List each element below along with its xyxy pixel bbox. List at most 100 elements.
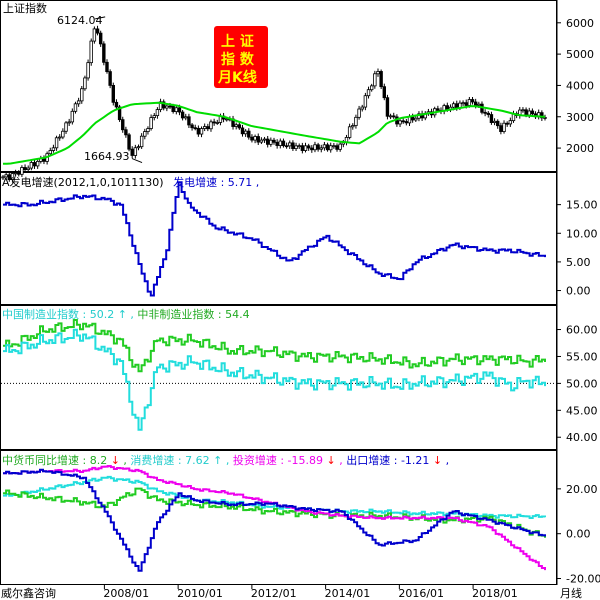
candle-body bbox=[496, 120, 500, 127]
candle-body bbox=[193, 127, 197, 130]
candle-body bbox=[102, 43, 106, 63]
retail-series-name: 消费增速 bbox=[130, 453, 174, 467]
candle-body bbox=[294, 145, 298, 149]
retail-current: 7.62 bbox=[185, 454, 210, 467]
candle-body bbox=[281, 140, 286, 147]
y-tick-label: 40.00 bbox=[566, 431, 598, 444]
y-tick-label: 3000 bbox=[566, 111, 594, 124]
candle-body bbox=[64, 122, 68, 132]
power-header: A发电增速(2012,1,0,1011130) 发电增速 : 5.71 , bbox=[2, 175, 259, 189]
candle-body bbox=[143, 131, 147, 137]
export-comma: , bbox=[446, 454, 450, 467]
macro-header: 中货币同比增速 : 8.2 ↓ , 消费增速 : 7.62 ↑ , 投资增速 :… bbox=[2, 453, 449, 467]
candle-body bbox=[376, 71, 380, 75]
candle-body bbox=[7, 174, 12, 181]
m2-current: 8.2 bbox=[90, 454, 108, 467]
candle-body bbox=[540, 112, 544, 119]
candle-body bbox=[237, 124, 242, 129]
candle-body bbox=[473, 101, 478, 106]
candle-body bbox=[243, 130, 248, 135]
candle-body bbox=[10, 173, 15, 181]
retail-trend: ↑ bbox=[213, 454, 222, 467]
candle-body bbox=[225, 118, 229, 121]
candle-body bbox=[108, 71, 112, 86]
candle-body bbox=[1, 176, 5, 179]
candle-body bbox=[445, 105, 450, 110]
candle-body bbox=[530, 110, 535, 115]
candle-body bbox=[502, 122, 506, 132]
candle-body bbox=[202, 126, 207, 129]
candle-body bbox=[379, 71, 383, 88]
candle-body bbox=[489, 114, 494, 123]
candle-body bbox=[86, 62, 90, 79]
candle-body bbox=[124, 129, 128, 136]
candle-body bbox=[117, 106, 122, 121]
candle-body bbox=[455, 103, 459, 109]
nonmanufacturing-pmi-line bbox=[3, 319, 546, 373]
candle-body bbox=[35, 161, 40, 167]
candle-body bbox=[133, 147, 138, 156]
y-tick-label: 4000 bbox=[566, 79, 594, 92]
candle-body bbox=[300, 145, 305, 151]
export-series-name: 出口增速 bbox=[346, 453, 390, 467]
export-growth-line bbox=[3, 487, 546, 538]
candle-body bbox=[483, 111, 487, 114]
candle-body bbox=[259, 139, 264, 143]
m2-comma: , bbox=[123, 454, 130, 467]
m2-sep: : bbox=[83, 454, 90, 467]
manufacturing-pmi-line bbox=[3, 328, 546, 431]
candle-body bbox=[382, 86, 386, 99]
candle-body bbox=[392, 115, 396, 118]
candle-body bbox=[83, 77, 87, 90]
candle-body bbox=[322, 144, 327, 149]
candle-body bbox=[114, 101, 119, 108]
candle-body bbox=[253, 136, 257, 141]
candle-body bbox=[171, 105, 175, 113]
y-tick-label: 50.00 bbox=[566, 377, 598, 390]
candle-body bbox=[29, 162, 34, 169]
candle-body bbox=[373, 73, 377, 87]
y-tick-label: 45.00 bbox=[566, 404, 598, 417]
x-tick-label: 2008/01 bbox=[103, 587, 149, 600]
candle-body bbox=[306, 145, 311, 149]
candle-body bbox=[269, 139, 273, 145]
candle-body bbox=[48, 150, 52, 155]
candle-body bbox=[111, 85, 115, 103]
source-label: 威尔鑫咨询 bbox=[1, 586, 56, 600]
pmi-current: 50.2 bbox=[90, 308, 115, 321]
candle-body bbox=[196, 127, 201, 135]
candle-body bbox=[272, 139, 276, 143]
candle-body bbox=[165, 105, 169, 109]
candle-body bbox=[247, 130, 251, 138]
retail-comma: , bbox=[226, 454, 233, 467]
candle-body bbox=[130, 148, 134, 156]
x-tick-label: 2018/01 bbox=[472, 587, 518, 600]
pmi-series-name: 中国制造业指数 bbox=[2, 307, 79, 321]
candle-body bbox=[366, 89, 371, 97]
invest-comma: , bbox=[339, 454, 346, 467]
y-tick-label: 0.00 bbox=[566, 285, 591, 298]
candle-body bbox=[303, 145, 308, 151]
export-sep: : bbox=[394, 454, 401, 467]
candle-body bbox=[310, 147, 314, 151]
candle-body bbox=[240, 127, 245, 135]
candle-body bbox=[262, 138, 267, 141]
candle-body bbox=[180, 111, 185, 119]
candle-body bbox=[414, 117, 418, 121]
candle-body bbox=[288, 142, 292, 147]
candle-body bbox=[527, 110, 531, 116]
candle-body bbox=[212, 121, 216, 124]
y-tick-label: 15.00 bbox=[566, 199, 598, 212]
candle-body bbox=[313, 144, 317, 151]
candle-body bbox=[127, 134, 131, 150]
candle-body bbox=[162, 101, 166, 109]
x-tick-label: 2010/01 bbox=[177, 587, 223, 600]
candle-body bbox=[152, 115, 156, 118]
peak-annotation: 6124.04 bbox=[57, 14, 103, 27]
candle-body bbox=[363, 95, 368, 108]
candle-body bbox=[275, 141, 279, 146]
export-current: -1.21 bbox=[401, 454, 429, 467]
candle-body bbox=[76, 100, 81, 105]
invest-series-name: 投资增速 bbox=[233, 453, 277, 467]
kline-title: 上证指数 bbox=[3, 1, 47, 15]
